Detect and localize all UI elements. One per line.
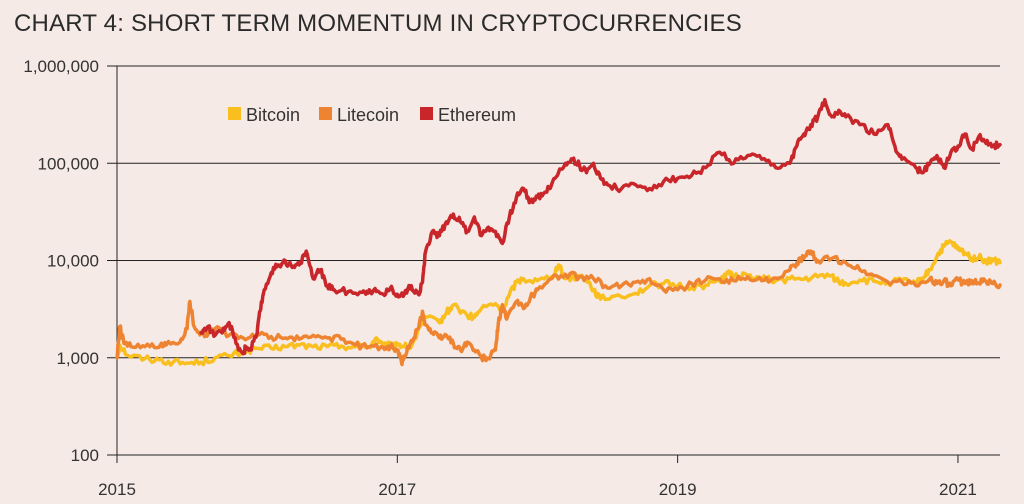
y-tick-label: 100 (71, 446, 99, 465)
legend-label-bitcoin: Bitcoin (246, 105, 300, 125)
axis-layer: 100 1,000 10,000 100,000 1,000,000 2015 2017 20… (23, 57, 977, 499)
legend-label-litecoin: Litecoin (337, 105, 399, 125)
chart-title: CHART 4: SHORT TERM MOMENTUM IN CRYPTOCU… (14, 10, 742, 37)
series-line-bitcoin (115, 239, 1002, 367)
series-line-litecoin (115, 249, 1002, 367)
legend-swatch-ethereum (420, 107, 433, 120)
x-tick-label: 2017 (378, 480, 416, 499)
y-tick-label: 1,000,000 (23, 57, 99, 76)
legend-label-ethereum: Ethereum (438, 105, 516, 125)
y-tick-label: 10,000 (47, 252, 99, 271)
legend-swatch-litecoin (319, 107, 332, 120)
x-tick-label: 2015 (98, 480, 136, 499)
y-tick-label: 1,000 (56, 349, 99, 368)
series-layer (115, 97, 1002, 367)
x-tick-label: 2019 (659, 480, 697, 499)
legend: Bitcoin Litecoin Ethereum (228, 105, 516, 125)
legend-swatch-bitcoin (228, 107, 241, 120)
series-line-ethereum (199, 97, 1002, 356)
y-tick-label: 100,000 (38, 154, 99, 173)
grid-layer (107, 65, 1000, 456)
x-tick-label: 2021 (939, 480, 977, 499)
